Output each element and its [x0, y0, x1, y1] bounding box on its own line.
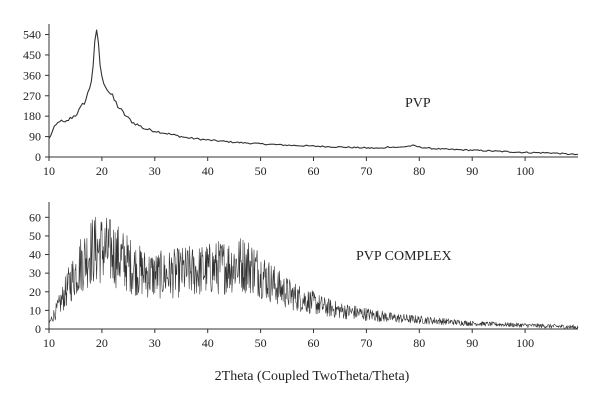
- x-tick-label: 70: [360, 336, 372, 350]
- x-tick-label: 10: [43, 164, 55, 178]
- x-tick-label: 50: [255, 336, 267, 350]
- x-tick-label: 40: [202, 336, 214, 350]
- x-tick-label: 30: [149, 164, 161, 178]
- y-tick-label: 360: [23, 68, 41, 82]
- y-tick-label: 0: [35, 322, 41, 336]
- series-line: [48, 216, 579, 330]
- y-tick-label: 270: [23, 89, 41, 103]
- x-tick-label: 70: [360, 164, 372, 178]
- x-tick-label: 100: [516, 164, 534, 178]
- y-tick-label: 0: [35, 150, 41, 164]
- x-tick-label: 80: [413, 164, 425, 178]
- x-tick-label: 20: [96, 164, 108, 178]
- x-tick-label: 50: [255, 164, 267, 178]
- pvp-complex-annotation: PVP COMPLEX: [356, 249, 452, 264]
- pvp-panel: PVP 0 90 180 270 360 450 540 10 20 30 40 50 60 70 80 90…: [23, 24, 579, 178]
- pvp-annotation: PVP: [405, 96, 431, 111]
- y-tick-label: 10: [29, 303, 41, 317]
- series-line: [48, 29, 579, 156]
- x-tick-label: 20: [96, 336, 108, 350]
- y-tick-label: 40: [29, 248, 41, 262]
- x-tick-label: 40: [202, 164, 214, 178]
- x-tick-label: 100: [516, 336, 534, 350]
- y-tick-label: 180: [23, 109, 41, 123]
- y-tick-label: 450: [23, 48, 41, 62]
- y-tick-label: 540: [23, 28, 41, 42]
- x-tick-label: 90: [466, 336, 478, 350]
- x-tick-label: 30: [149, 336, 161, 350]
- x-tick-label: 10: [43, 336, 55, 350]
- y-tick-label: 50: [29, 229, 41, 243]
- x-axis-label: 2Theta (Coupled TwoTheta/Theta): [215, 369, 410, 384]
- x-tick-label: 60: [308, 336, 320, 350]
- y-tick-label: 60: [29, 210, 41, 224]
- y-tick-label: 90: [29, 130, 41, 144]
- x-tick-label: 80: [413, 336, 425, 350]
- y-tick-label: 20: [29, 285, 41, 299]
- y-tick-label: 30: [29, 266, 41, 280]
- x-tick-label: 60: [308, 164, 320, 178]
- x-tick-label: 90: [466, 164, 478, 178]
